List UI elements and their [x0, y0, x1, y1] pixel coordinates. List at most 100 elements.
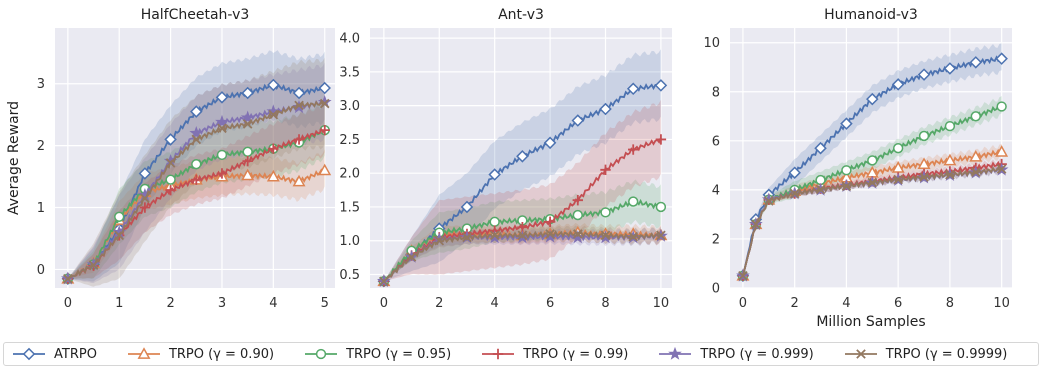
data-point-g095: [628, 196, 639, 207]
x-axis-label: Million Samples: [816, 314, 925, 330]
data-point-g095: [944, 120, 956, 132]
y-tick-label: 6: [712, 134, 720, 149]
data-point-g095: [572, 209, 583, 221]
y-tick-label: 2.0: [339, 167, 360, 182]
y-tick-label: 1.5: [339, 200, 360, 215]
plot-background: [55, 28, 335, 288]
chart-panel-ant: 0 2 4 6 8 10 0.5 1.0 1.5 2.0 2.5 3.0 3.5 4.0 Ant-v3: [339, 7, 672, 311]
legend-item-g0999: TRPO (γ = 0.999): [658, 346, 814, 362]
data-point-g09999: [434, 235, 445, 246]
y-tick-label: 4.0: [339, 32, 360, 47]
data-point-g099: [655, 134, 667, 145]
data-point-g090: [266, 169, 280, 182]
chart-panel-humanoid: 0 2 4 6 8 10 0 2 4 6 8 10 Humanoid-v3 Million Samples: [703, 7, 1012, 330]
data-point-g090: [917, 157, 931, 170]
data-point-g099: [293, 134, 305, 145]
data-point-g095: [114, 211, 125, 222]
data-point-g09999: [88, 260, 99, 270]
data-point-g09999: [600, 230, 611, 241]
data-point-g09999: [738, 270, 748, 281]
legend-marker-g099: [492, 348, 504, 360]
legend-swatch-atrpo: [13, 347, 45, 361]
y-tick-label: 4: [712, 183, 720, 198]
data-point-g09999: [319, 98, 330, 109]
y-tick-label: 2.5: [339, 133, 360, 148]
legend-item-g090: TRPO (γ = 0.90): [127, 347, 274, 362]
data-point-g095: [970, 111, 981, 122]
data-point-g09999: [573, 229, 583, 239]
data-point-g0999: [189, 126, 204, 140]
x-tick-label: 8: [946, 296, 954, 311]
data-point-g09999: [242, 119, 253, 129]
data-point-atrpo: [866, 92, 879, 106]
data-point-g09999: [815, 184, 826, 195]
data-point-g095: [892, 143, 904, 154]
figure: 0 1 2 3 4 5 0 1 2 3 HalfCheetah-v3 Average Reward 0 2…: [6, 7, 1012, 330]
legend-label: TRPO (γ = 0.99): [523, 346, 629, 362]
data-point-g099: [319, 124, 330, 136]
x-tick-label: 4: [491, 296, 499, 311]
legend-swatch-g0999: [659, 347, 692, 360]
data-point-g099: [600, 164, 611, 176]
legend-label: TRPO (γ = 0.9999): [885, 346, 1008, 362]
y-tick-label: 0: [37, 263, 45, 278]
data-point-g09999: [867, 177, 878, 188]
data-point-atrpo: [788, 166, 801, 179]
data-point-g095: [489, 216, 500, 227]
x-tick-label: 4: [269, 296, 277, 311]
data-point-g09999: [379, 276, 389, 287]
data-point-atrpo: [995, 52, 1008, 65]
data-point-g09999: [656, 230, 666, 241]
data-point-g090: [891, 161, 905, 173]
x-tick-label: 8: [601, 296, 609, 311]
data-point-g090: [995, 145, 1009, 157]
data-point-atrpo: [891, 78, 905, 91]
data-point-g095: [242, 146, 253, 157]
data-point-atrpo: [318, 81, 331, 95]
x-tick-label: 10: [653, 296, 670, 311]
data-point-g09999: [489, 230, 500, 241]
data-point-g099: [544, 216, 556, 228]
confidence-band-g090: [67, 149, 325, 279]
data-point-g09999: [545, 229, 555, 239]
data-point-g09999: [893, 174, 903, 185]
confidence-band-atrpo: [383, 49, 661, 282]
x-tick-label: 6: [546, 296, 554, 311]
legend-item-g099: TRPO (γ = 0.99): [481, 347, 628, 362]
legend-label: TRPO (γ = 0.999): [700, 346, 814, 362]
legend-swatch-g090: [127, 347, 160, 359]
data-point-g09999: [63, 273, 73, 284]
data-point-g099: [139, 202, 151, 213]
x-tick-label: 2: [166, 296, 174, 311]
y-tick-label: 2: [712, 232, 720, 247]
data-point-g099: [191, 174, 202, 185]
chart-panel-halfcheetah: 0 1 2 3 4 5 0 1 2 3 HalfCheetah-v3 Average Reward: [6, 7, 335, 311]
y-tick-label: 0.5: [339, 268, 360, 283]
data-point-atrpo: [969, 56, 983, 69]
data-point-g09999: [970, 167, 981, 178]
legend-label: TRPO (γ = 0.95): [346, 346, 452, 362]
data-point-g095: [996, 101, 1007, 112]
data-point-g099: [268, 143, 279, 154]
legend-marker-g090: [137, 347, 151, 359]
x-tick-label: 0: [64, 296, 72, 311]
data-point-g099: [628, 144, 639, 155]
x-tick-label: 1: [115, 296, 123, 311]
data-point-g099: [242, 155, 253, 167]
data-point-atrpo: [626, 82, 640, 96]
data-point-atrpo: [840, 117, 853, 130]
x-tick-label: 0: [739, 296, 747, 311]
y-axis-label: Average Reward: [6, 101, 22, 215]
legend-item-g09999: TRPO (γ = 0.9999): [844, 346, 1008, 362]
x-tick-label: 4: [842, 296, 850, 311]
confidence-band-g099: [67, 102, 325, 279]
data-point-atrpo: [267, 78, 280, 92]
data-point-atrpo: [241, 86, 254, 100]
data-point-g095: [600, 207, 611, 218]
legend-label: ATRPO: [54, 346, 97, 362]
data-point-atrpo: [943, 62, 957, 75]
data-point-g099: [216, 168, 228, 179]
data-point-g09999: [217, 123, 227, 134]
y-tick-label: 1.0: [339, 234, 360, 249]
data-point-g0999: [215, 114, 229, 128]
